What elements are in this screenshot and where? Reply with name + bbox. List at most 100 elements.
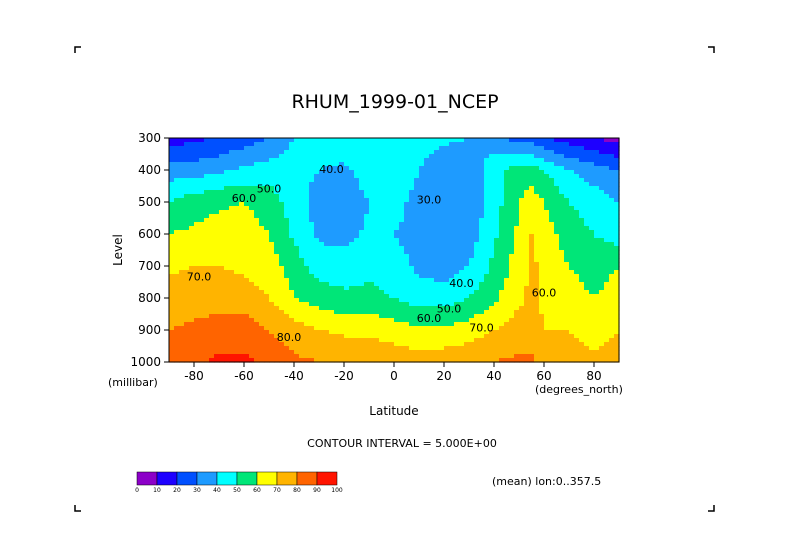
heatmap-cell	[419, 298, 425, 303]
heatmap-cell	[414, 342, 420, 347]
heatmap-cell	[219, 178, 225, 183]
heatmap-cell	[279, 178, 285, 183]
heatmap-cell	[269, 306, 275, 311]
heatmap-cell	[439, 170, 445, 175]
heatmap-cell	[319, 186, 325, 191]
heatmap-cell	[394, 170, 400, 175]
heatmap-cell	[329, 210, 335, 215]
heatmap-cell	[269, 226, 275, 231]
heatmap-cell	[244, 174, 250, 179]
heatmap-cell	[484, 322, 490, 327]
heatmap-cell	[184, 194, 190, 199]
heatmap-cell	[409, 310, 415, 315]
heatmap-cell	[589, 258, 595, 263]
heatmap-cell	[344, 178, 350, 183]
heatmap-cell	[474, 298, 480, 303]
heatmap-cell	[499, 290, 505, 295]
heatmap-cell	[614, 350, 620, 355]
heatmap-cell	[604, 154, 610, 159]
heatmap-cell	[174, 202, 180, 207]
heatmap-cell	[439, 310, 445, 315]
heatmap-cell	[399, 274, 405, 279]
heatmap-cell	[599, 250, 605, 255]
heatmap-cell	[324, 182, 330, 187]
heatmap-cell	[589, 218, 595, 223]
heatmap-cell	[399, 338, 405, 343]
heatmap-cell	[414, 350, 420, 355]
heatmap-cell	[534, 194, 540, 199]
heatmap-cell	[464, 226, 470, 231]
heatmap-cell	[404, 154, 410, 159]
heatmap-cell	[459, 146, 465, 151]
heatmap-cell	[369, 270, 375, 275]
heatmap-cell	[224, 234, 230, 239]
heatmap-cell	[359, 154, 365, 159]
heatmap-cell	[339, 290, 345, 295]
heatmap-cell	[574, 230, 580, 235]
heatmap-cell	[424, 346, 430, 351]
heatmap-cell	[344, 346, 350, 351]
heatmap-cell	[454, 330, 460, 335]
heatmap-cell	[344, 338, 350, 343]
heatmap-cell	[294, 246, 300, 251]
heatmap-cell	[464, 290, 470, 295]
heatmap-cell	[249, 274, 255, 279]
heatmap-cell	[589, 194, 595, 199]
heatmap-cell	[289, 166, 295, 171]
heatmap-cell	[229, 198, 235, 203]
heatmap-cell	[464, 294, 470, 299]
heatmap-cell	[574, 334, 580, 339]
heatmap-cell	[204, 274, 210, 279]
heatmap-cell	[549, 154, 555, 159]
heatmap-cell	[329, 254, 335, 259]
heatmap-cell	[389, 294, 395, 299]
heatmap-cell	[259, 214, 265, 219]
heatmap-cell	[234, 326, 240, 331]
heatmap-cell	[579, 194, 585, 199]
heatmap-cell	[594, 166, 600, 171]
heatmap-cell	[604, 338, 610, 343]
heatmap-cell	[359, 234, 365, 239]
heatmap-cell	[489, 266, 495, 271]
heatmap-cell	[234, 346, 240, 351]
heatmap-cell	[449, 278, 455, 283]
heatmap-cell	[354, 302, 360, 307]
heatmap-cell	[599, 138, 605, 143]
heatmap-cell	[354, 230, 360, 235]
heatmap-cell	[569, 146, 575, 151]
heatmap-cell	[599, 246, 605, 251]
heatmap-cell	[224, 314, 230, 319]
heatmap-cell	[284, 238, 290, 243]
heatmap-cell	[184, 294, 190, 299]
heatmap-cell	[269, 250, 275, 255]
heatmap-cell	[509, 278, 515, 283]
heatmap-cell	[204, 262, 210, 267]
heatmap-cell	[299, 138, 305, 143]
heatmap-cell	[239, 338, 245, 343]
heatmap-cell	[194, 146, 200, 151]
heatmap-cell	[469, 242, 475, 247]
heatmap-cell	[229, 294, 235, 299]
heatmap-cell	[444, 306, 450, 311]
heatmap-cell	[309, 334, 315, 339]
heatmap-cell	[524, 286, 530, 291]
heatmap-cell	[539, 158, 545, 163]
heatmap-cell	[319, 346, 325, 351]
heatmap-cell	[329, 158, 335, 163]
heatmap-cell	[429, 266, 435, 271]
heatmap-cell	[184, 266, 190, 271]
heatmap-cell	[339, 158, 345, 163]
heatmap-cell	[549, 246, 555, 251]
heatmap-cell	[294, 190, 300, 195]
heatmap-cell	[379, 250, 385, 255]
heatmap-cell	[324, 338, 330, 343]
heatmap-cell	[594, 246, 600, 251]
heatmap-cell	[284, 154, 290, 159]
heatmap-cell	[344, 190, 350, 195]
heatmap-cell	[309, 346, 315, 351]
heatmap-cell	[284, 294, 290, 299]
heatmap-cell	[239, 354, 245, 359]
heatmap-cell	[519, 230, 525, 235]
heatmap-cell	[194, 358, 200, 363]
heatmap-cell	[374, 246, 380, 251]
